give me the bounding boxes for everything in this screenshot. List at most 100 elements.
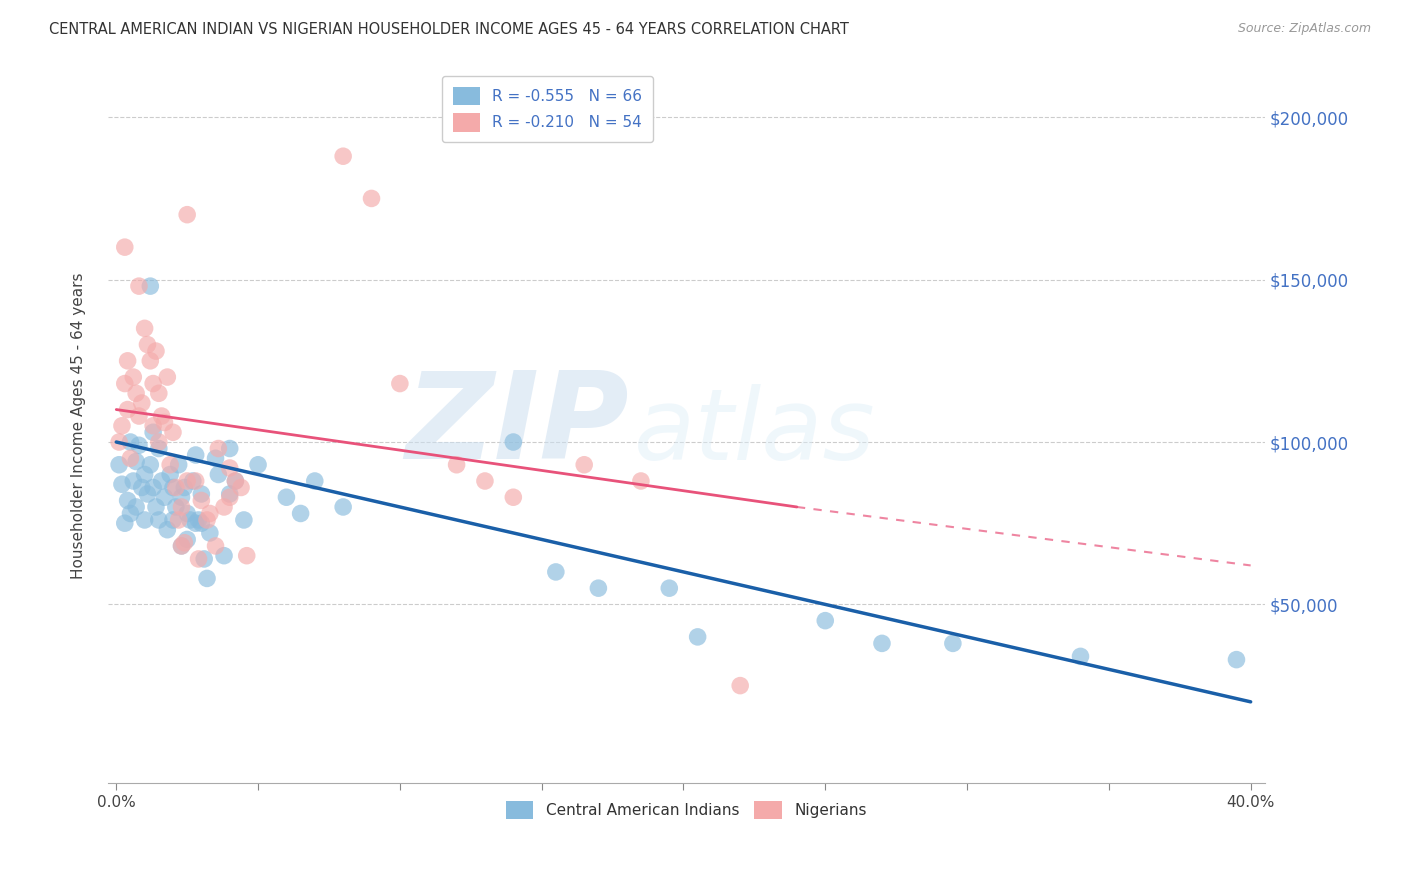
Point bbox=[150, 474, 173, 488]
Point bbox=[544, 565, 567, 579]
Point bbox=[1069, 649, 1091, 664]
Point bbox=[190, 487, 212, 501]
Point bbox=[224, 474, 246, 488]
Point bbox=[114, 516, 136, 531]
Point bbox=[117, 354, 139, 368]
Point bbox=[139, 354, 162, 368]
Text: atlas: atlas bbox=[634, 384, 876, 482]
Point bbox=[184, 474, 207, 488]
Point bbox=[588, 581, 610, 595]
Point bbox=[125, 500, 148, 514]
Point bbox=[276, 490, 298, 504]
Point bbox=[198, 507, 221, 521]
Point bbox=[139, 279, 162, 293]
Point bbox=[229, 481, 252, 495]
Point bbox=[108, 435, 131, 450]
Point bbox=[942, 636, 965, 650]
Point bbox=[190, 516, 212, 531]
Point bbox=[204, 451, 226, 466]
Point bbox=[195, 513, 218, 527]
Point bbox=[170, 539, 193, 553]
Point bbox=[187, 513, 209, 527]
Point bbox=[574, 458, 596, 472]
Point bbox=[184, 448, 207, 462]
Point bbox=[156, 370, 179, 384]
Point bbox=[111, 418, 134, 433]
Point bbox=[247, 458, 270, 472]
Point bbox=[474, 474, 496, 488]
Point bbox=[173, 535, 195, 549]
Point bbox=[870, 636, 893, 650]
Point bbox=[117, 493, 139, 508]
Point bbox=[1225, 652, 1247, 666]
Point bbox=[212, 500, 235, 514]
Point bbox=[139, 458, 162, 472]
Point bbox=[111, 477, 134, 491]
Point bbox=[170, 539, 193, 553]
Point bbox=[167, 458, 190, 472]
Point bbox=[170, 500, 193, 514]
Point bbox=[120, 435, 142, 450]
Point bbox=[235, 549, 257, 563]
Point bbox=[162, 425, 184, 440]
Point bbox=[148, 386, 170, 401]
Point bbox=[148, 513, 170, 527]
Point bbox=[153, 490, 176, 504]
Point bbox=[134, 321, 156, 335]
Point bbox=[218, 461, 240, 475]
Point bbox=[159, 467, 181, 482]
Point bbox=[170, 490, 193, 504]
Point bbox=[131, 396, 153, 410]
Point bbox=[134, 513, 156, 527]
Point bbox=[360, 191, 382, 205]
Point bbox=[190, 493, 212, 508]
Point bbox=[728, 679, 751, 693]
Point bbox=[446, 458, 468, 472]
Point bbox=[176, 208, 198, 222]
Point bbox=[125, 454, 148, 468]
Point bbox=[176, 507, 198, 521]
Point bbox=[187, 552, 209, 566]
Point bbox=[332, 149, 354, 163]
Point bbox=[142, 425, 165, 440]
Point bbox=[142, 418, 165, 433]
Point bbox=[198, 525, 221, 540]
Point bbox=[108, 458, 131, 472]
Point bbox=[136, 487, 159, 501]
Point bbox=[207, 467, 229, 482]
Point bbox=[204, 539, 226, 553]
Point bbox=[167, 513, 190, 527]
Text: ZIP: ZIP bbox=[405, 368, 628, 484]
Point bbox=[142, 376, 165, 391]
Point bbox=[179, 513, 201, 527]
Point bbox=[148, 435, 170, 450]
Point bbox=[332, 500, 354, 514]
Point bbox=[218, 442, 240, 456]
Text: CENTRAL AMERICAN INDIAN VS NIGERIAN HOUSEHOLDER INCOME AGES 45 - 64 YEARS CORREL: CENTRAL AMERICAN INDIAN VS NIGERIAN HOUS… bbox=[49, 22, 849, 37]
Point bbox=[134, 467, 156, 482]
Point bbox=[218, 487, 240, 501]
Point bbox=[128, 279, 150, 293]
Point bbox=[165, 481, 187, 495]
Point bbox=[162, 513, 184, 527]
Point bbox=[162, 481, 184, 495]
Legend: Central American Indians, Nigerians: Central American Indians, Nigerians bbox=[499, 795, 873, 825]
Point bbox=[114, 376, 136, 391]
Point bbox=[176, 533, 198, 547]
Point bbox=[218, 490, 240, 504]
Point bbox=[232, 513, 254, 527]
Point bbox=[630, 474, 652, 488]
Point bbox=[195, 571, 218, 585]
Point bbox=[686, 630, 709, 644]
Point bbox=[159, 458, 181, 472]
Point bbox=[125, 386, 148, 401]
Y-axis label: Householder Income Ages 45 - 64 years: Householder Income Ages 45 - 64 years bbox=[72, 273, 86, 579]
Point bbox=[156, 523, 179, 537]
Point bbox=[122, 474, 145, 488]
Point bbox=[176, 474, 198, 488]
Point bbox=[142, 481, 165, 495]
Point bbox=[193, 552, 215, 566]
Point bbox=[502, 435, 524, 450]
Point bbox=[114, 240, 136, 254]
Point bbox=[173, 481, 195, 495]
